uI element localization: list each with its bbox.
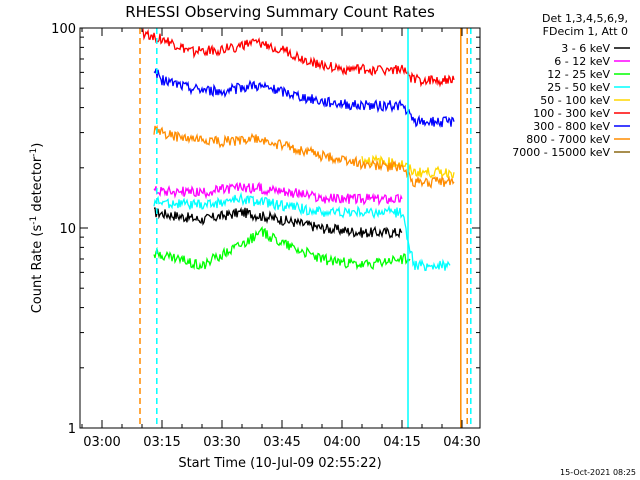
y-axis-label: Count Rate (s-1 detector-1) — [29, 143, 45, 314]
series-line-7 — [153, 124, 455, 189]
legend-label: 100 - 300 keV — [533, 107, 610, 120]
marker-layer — [139, 28, 472, 428]
legend-label: 25 - 50 keV — [547, 81, 610, 94]
series-line-0 — [153, 206, 403, 239]
footer-timestamp: 15-Oct-2021 08:25 — [560, 468, 636, 477]
y-tick-label: 10 — [59, 222, 76, 237]
chart-title: RHESSI Observing Summary Count Rates — [125, 3, 435, 21]
legend-label: 12 - 25 keV — [547, 68, 610, 81]
x-tick-label: 03:00 — [83, 435, 120, 450]
legend: Det 1,3,4,5,6,9,FDecim 1, Att 0 3 - 6 keV… — [512, 12, 630, 159]
x-tick-label: 04:15 — [383, 435, 420, 450]
y-tick-label: 100 — [51, 22, 76, 37]
x-tick-label: 03:45 — [263, 435, 300, 450]
legend-label: 300 - 800 keV — [533, 120, 610, 133]
series-line-2 — [153, 225, 411, 271]
x-tick-label: 03:15 — [143, 435, 180, 450]
x-tick-label: 04:00 — [323, 435, 360, 450]
series-line-1 — [153, 181, 403, 207]
series-line-5 — [141, 28, 455, 88]
x-axis-label: Start Time (10-Jul-09 02:55:22) — [178, 456, 381, 471]
y-axis: 1 10 100 — [51, 22, 480, 437]
y-tick-label: 1 — [68, 422, 76, 437]
legend-label: 3 - 6 keV — [561, 42, 610, 55]
legend-label: 6 - 12 keV — [554, 55, 610, 68]
legend-header: FDecim 1, Att 0 — [543, 25, 628, 38]
x-axis: 03:00 03:15 03:30 03:45 04:00 04:15 04:30 — [81, 28, 481, 450]
legend-header: Det 1,3,4,5,6,9, — [542, 12, 628, 25]
legend-label: 50 - 100 keV — [540, 94, 610, 107]
legend-label: 800 - 7000 keV — [526, 133, 610, 146]
series-line-6 — [153, 68, 455, 128]
x-tick-label: 03:30 — [203, 435, 240, 450]
legend-label: 7000 - 15000 keV — [512, 146, 610, 159]
series-line-3 — [153, 191, 451, 272]
series-layer — [141, 28, 455, 272]
x-tick-label: 04:30 — [443, 435, 480, 450]
